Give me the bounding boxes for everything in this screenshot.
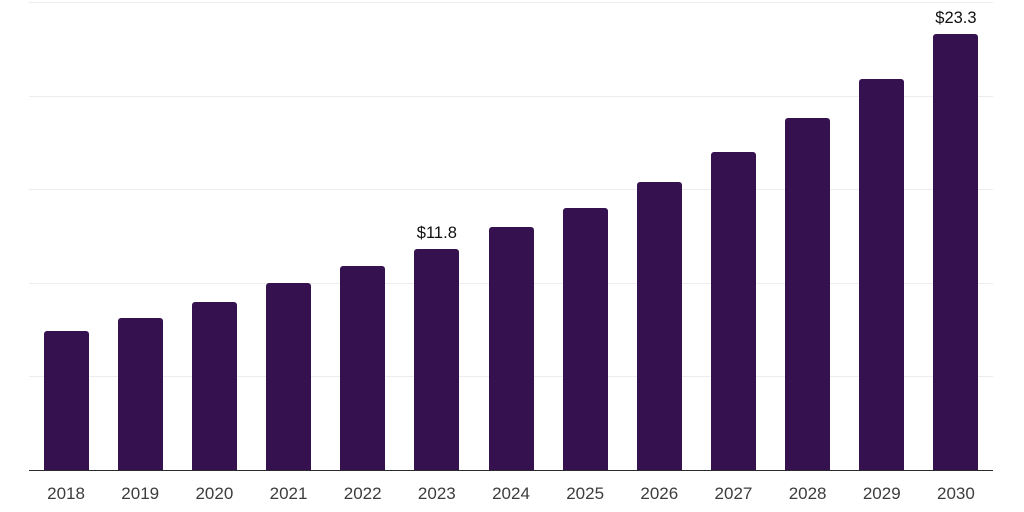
bar-2027[interactable] [710, 151, 756, 470]
bar-2022[interactable] [340, 265, 386, 470]
bar-2020[interactable] [191, 301, 237, 470]
bar-2026[interactable] [636, 181, 682, 470]
bar-2023[interactable] [414, 249, 460, 470]
x-tick-label-2024: 2024 [492, 484, 530, 503]
x-tick-label-2023: 2023 [417, 484, 456, 503]
x-tick-label-2026: 2026 [640, 484, 679, 503]
bar-2025[interactable] [562, 207, 608, 470]
x-tick-label-2028: 2028 [788, 484, 827, 503]
bar-2028[interactable] [785, 118, 831, 470]
x-tick-label-2025: 2025 [566, 484, 605, 503]
gridline-15 [29, 189, 993, 191]
x-tick-label-2018: 2018 [47, 484, 85, 503]
gridline-20 [29, 95, 993, 97]
x-tick-label-2029: 2029 [862, 484, 901, 503]
x-tick-label-2027: 2027 [714, 484, 753, 503]
bar-2030[interactable] [933, 33, 979, 470]
bar-2021[interactable] [266, 282, 312, 470]
data-label-2023: $11.8 [416, 224, 457, 243]
data-label-2030: $23.3 [935, 8, 977, 27]
gridline-25 [29, 2, 993, 3]
bar-2019[interactable] [117, 318, 163, 470]
x-tick-label-2022: 2022 [343, 484, 382, 503]
x-tick-label-2030: 2030 [937, 484, 975, 503]
bar-2018[interactable] [43, 331, 89, 470]
bar-2029[interactable] [859, 78, 905, 470]
bar-2024[interactable] [488, 226, 534, 470]
x-tick-label-2021: 2021 [269, 484, 308, 503]
x-tick-label-2019: 2019 [121, 484, 160, 503]
x-tick-label-2020: 2020 [195, 484, 234, 503]
x-axis-line [29, 469, 993, 471]
